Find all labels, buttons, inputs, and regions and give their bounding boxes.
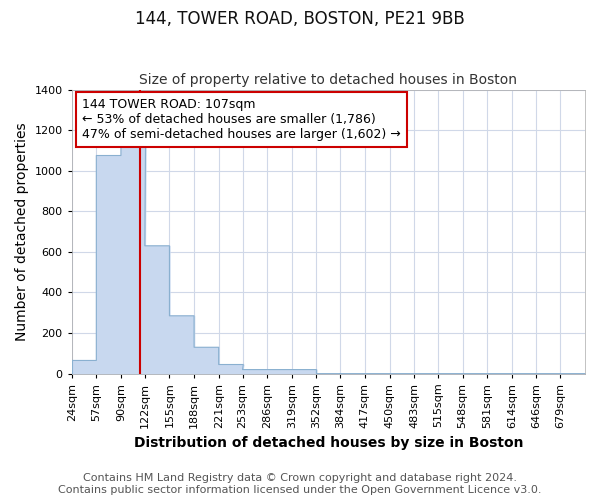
X-axis label: Distribution of detached houses by size in Boston: Distribution of detached houses by size …	[134, 436, 523, 450]
Text: Contains HM Land Registry data © Crown copyright and database right 2024.
Contai: Contains HM Land Registry data © Crown c…	[58, 474, 542, 495]
Y-axis label: Number of detached properties: Number of detached properties	[15, 122, 29, 341]
Title: Size of property relative to detached houses in Boston: Size of property relative to detached ho…	[139, 73, 517, 87]
Text: 144, TOWER ROAD, BOSTON, PE21 9BB: 144, TOWER ROAD, BOSTON, PE21 9BB	[135, 10, 465, 28]
Text: 144 TOWER ROAD: 107sqm
← 53% of detached houses are smaller (1,786)
47% of semi-: 144 TOWER ROAD: 107sqm ← 53% of detached…	[82, 98, 401, 141]
